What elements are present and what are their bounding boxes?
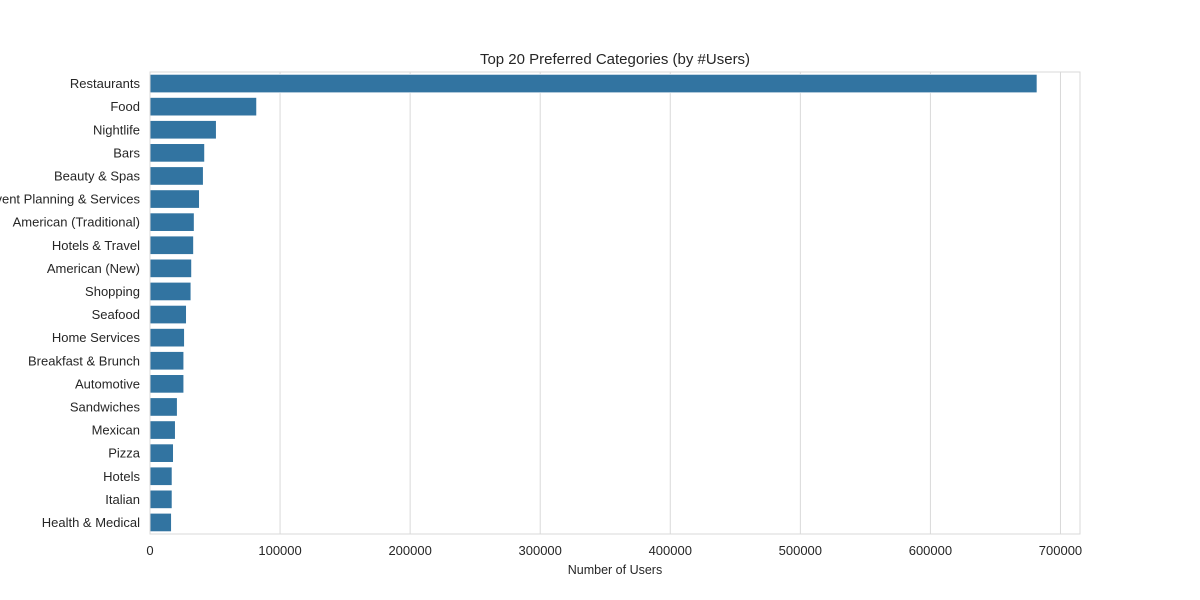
x-tick-label: 400000	[649, 543, 692, 558]
y-tick-label: Sandwiches	[70, 399, 141, 414]
bar	[149, 258, 193, 278]
bar	[149, 443, 174, 463]
bar	[149, 189, 200, 209]
bar	[149, 328, 185, 348]
x-tick-label: 600000	[909, 543, 952, 558]
y-tick-label: Breakfast & Brunch	[28, 353, 140, 368]
y-tick-label: Event Planning & Services	[0, 192, 140, 207]
bar	[149, 73, 1038, 94]
y-tick-label: American (Traditional)	[13, 215, 140, 230]
y-tick-label: Shopping	[85, 284, 140, 299]
y-tick-label: Mexican	[92, 423, 140, 438]
y-tick-label: Home Services	[52, 330, 141, 345]
y-tick-label: Health & Medical	[42, 515, 140, 530]
plot-frame	[149, 71, 1081, 535]
bars	[149, 73, 1038, 533]
x-tick-label: 300000	[519, 543, 562, 558]
bar	[149, 97, 258, 117]
bar	[149, 281, 192, 302]
y-tick-label: Nightlife	[93, 122, 140, 137]
grid-lines	[149, 72, 1061, 534]
bar	[149, 212, 195, 232]
x-axis-label: Number of Users	[568, 563, 662, 577]
bar	[149, 304, 187, 325]
x-tick-label: 700000	[1039, 543, 1082, 558]
y-tick-label: Restaurants	[70, 76, 141, 91]
bar	[149, 166, 204, 186]
x-tick-label: 500000	[779, 543, 822, 558]
y-tick-label: Automotive	[75, 376, 140, 391]
y-tick-label: Italian	[105, 492, 140, 507]
bar	[149, 397, 178, 417]
y-tick-labels: Restaurants Food Nightlife Bars Beauty & Spa…	[0, 76, 141, 530]
bar	[149, 351, 185, 371]
x-tick-label: 0	[146, 543, 153, 558]
bar	[149, 235, 194, 255]
x-tick-label: 100000	[258, 543, 301, 558]
chart-title: Top 20 Preferred Categories (by #Users)	[480, 51, 750, 68]
y-tick-label: Food	[110, 99, 140, 114]
y-tick-label: Beauty & Spas	[54, 168, 140, 183]
y-tick-label: American (New)	[47, 261, 140, 276]
bar	[149, 143, 206, 163]
y-tick-label: Bars	[113, 145, 140, 160]
bar	[149, 120, 217, 140]
bar	[149, 489, 173, 509]
x-tick-labels: 0 100000 200000 300000 400000 500000 600000 700…	[146, 543, 1082, 558]
y-tick-label: Hotels	[103, 469, 140, 484]
bar	[149, 374, 185, 394]
bar	[149, 512, 172, 533]
y-tick-label: Hotels & Travel	[52, 238, 140, 253]
y-tick-label: Pizza	[108, 446, 141, 461]
bar	[149, 420, 176, 440]
x-tick-label: 200000	[388, 543, 431, 558]
bar	[149, 466, 173, 486]
y-tick-label: Seafood	[92, 307, 140, 322]
